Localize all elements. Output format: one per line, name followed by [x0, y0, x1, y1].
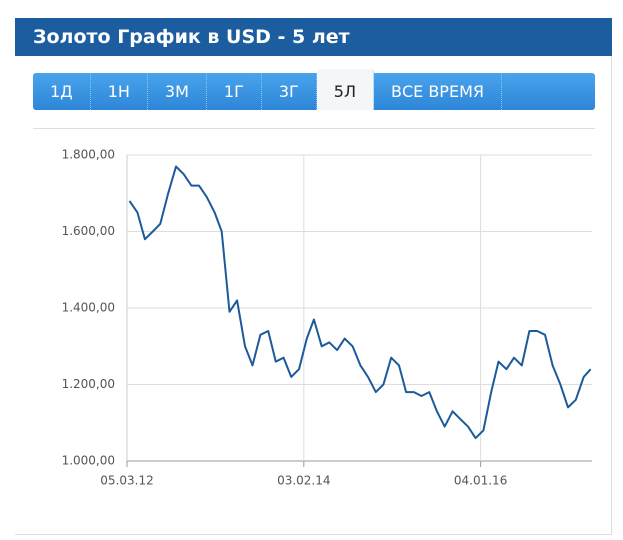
x-tick-label: 04.01.16 [454, 474, 507, 488]
tab[interactable]: 1Г [207, 73, 262, 110]
tab[interactable]: 3Г [262, 73, 317, 110]
widget-frame [15, 18, 612, 535]
header-title: Золото График в USD - 5 лет [15, 18, 612, 56]
tab-bar: 1Д 1Н 3М 1Г 3Г 5Л ВСЕ ВРЕМЯ [33, 69, 595, 110]
y-tick-label: 1.200,00 [62, 377, 115, 391]
y-tick-label: 1.000,00 [62, 454, 115, 468]
separator [33, 128, 595, 129]
tab[interactable]: 1Н [91, 73, 148, 110]
tab[interactable]: 3М [148, 73, 207, 110]
tab[interactable]: 5Л [316, 69, 374, 110]
tab[interactable]: 1Д [33, 73, 91, 110]
tab[interactable]: ВСЕ ВРЕМЯ [374, 73, 502, 110]
price-line [128, 165, 592, 440]
y-tick-label: 1.600,00 [62, 224, 115, 238]
x-tick-label: 03.02.14 [277, 474, 330, 488]
x-tick-label: 05.03.12 [100, 474, 153, 488]
y-tick-label: 1.400,00 [62, 301, 115, 315]
y-tick-label: 1.800,00 [62, 148, 115, 162]
